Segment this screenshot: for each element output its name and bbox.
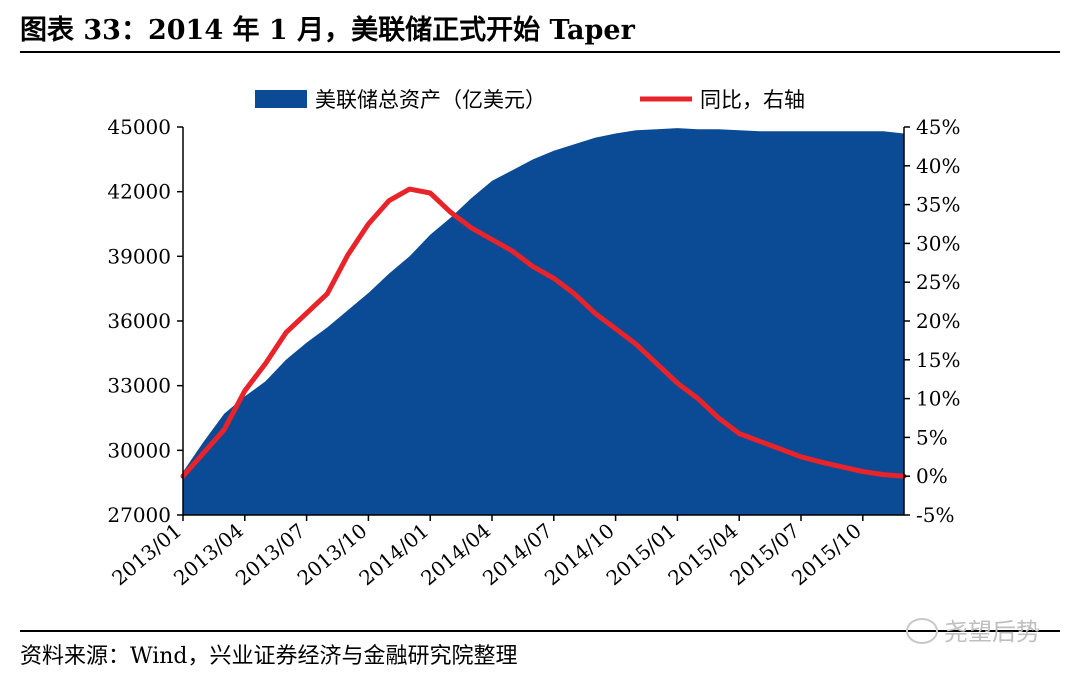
right-tick-label: 40% <box>916 154 960 178</box>
legend-swatch-area <box>255 90 307 108</box>
right-tick-label: -5% <box>916 503 955 527</box>
legend-label-area: 美联储总资产（亿美元） <box>315 88 546 112</box>
right-tick-label: 10% <box>916 387 960 411</box>
left-tick-label: 45000 <box>107 115 171 139</box>
right-tick-label: 0% <box>916 464 948 488</box>
x-tick-label: 2015/10 <box>787 518 866 590</box>
left-tick-label: 33000 <box>107 374 171 398</box>
left-tick-label: 42000 <box>107 180 171 204</box>
right-tick-label: 20% <box>916 309 960 333</box>
legend: 美联储总资产（亿美元） 同比，右轴 <box>255 88 805 112</box>
left-tick-label: 36000 <box>107 309 171 333</box>
legend-label-line: 同比，右轴 <box>700 88 805 112</box>
wechat-icon <box>906 618 938 644</box>
watermark-text: 尧望后势 <box>944 618 1040 646</box>
source-note: 资料来源：Wind，兴业证券经济与金融研究院整理 <box>20 644 518 669</box>
left-tick-label: 30000 <box>107 438 171 462</box>
series-area-total-assets <box>183 128 904 515</box>
series-line-yoy <box>180 186 907 479</box>
plot-layer <box>180 128 907 515</box>
left-tick-label: 27000 <box>107 503 171 527</box>
right-tick-label: 35% <box>916 193 960 217</box>
right-tick-label: 15% <box>916 348 960 372</box>
right-tick-label: 5% <box>916 425 948 449</box>
source-rule <box>20 630 1060 632</box>
left-tick-label: 39000 <box>107 244 171 268</box>
chart-title: 图表 33：2014 年 1 月，美联储正式开始 Taper <box>20 15 635 46</box>
right-tick-label: 25% <box>916 270 960 294</box>
right-tick-label: 45% <box>916 115 960 139</box>
watermark: 尧望后势 <box>906 612 1040 647</box>
right-tick-label: 30% <box>916 231 960 255</box>
title-rule <box>20 51 1060 53</box>
